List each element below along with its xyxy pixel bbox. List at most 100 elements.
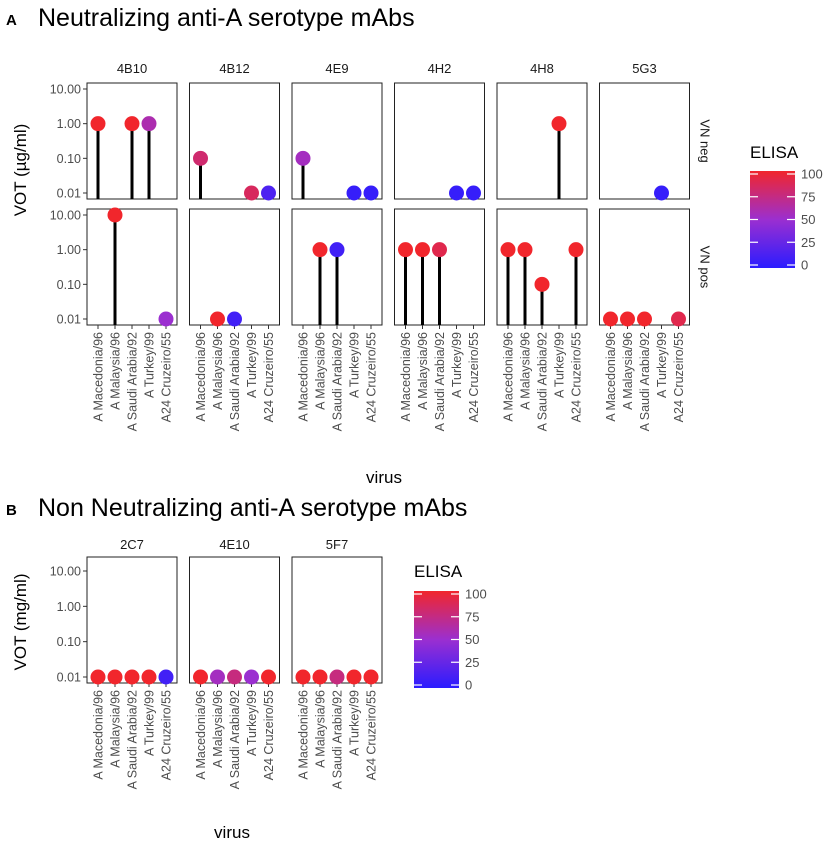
panel-b-panel-frame-4E10 bbox=[189, 556, 280, 684]
panel-b-data-point bbox=[244, 669, 259, 685]
panel-a-x-tick-label: A Turkey/99 bbox=[553, 332, 567, 398]
panel-b-x-tick-label: A Saudi Arabia/92 bbox=[331, 690, 345, 789]
panel-a-x-tick-label: A Malaysia/96 bbox=[211, 332, 225, 410]
panel-a-panel-frame-5G3-vn-neg bbox=[599, 82, 690, 200]
panel-a-x-tick-label: A Saudi Arabia/92 bbox=[126, 332, 140, 431]
panel-a-panel-frame-4B12-vn-pos bbox=[189, 208, 280, 326]
panel-a-column-strip-4B10: 4B10 bbox=[117, 61, 147, 76]
panel-b-data-point bbox=[193, 669, 208, 685]
panel-a-y-tick-label: 10.00 bbox=[50, 83, 81, 97]
panel-a-panel-frame-4H8-vn-neg bbox=[496, 82, 588, 200]
panel-a-data-point bbox=[244, 185, 259, 201]
panel-a-column-strip-4H8: 4H8 bbox=[530, 61, 554, 76]
panel-a-x-tick-label: A24 Cruzeiro/55 bbox=[262, 332, 276, 422]
panel-b-y-axis-title: VOT (mg/ml) bbox=[11, 574, 30, 671]
panel-a-data-point bbox=[637, 311, 652, 327]
panel-b-x-tick-label: A24 Cruzeiro/55 bbox=[365, 690, 379, 780]
panel-a-data-point bbox=[466, 185, 481, 201]
panel-a-x-tick-label: A Turkey/99 bbox=[450, 332, 464, 398]
panel-a-x-tick-label: A24 Cruzeiro/55 bbox=[160, 332, 174, 422]
panel-b-data-point bbox=[312, 669, 328, 685]
panel-a-x-tick-label: A Malaysia/96 bbox=[109, 332, 123, 410]
panel-b-plot-area: 2C7 4E10 5F7 10.00 1.00 0.10 0.01 A Macedonia/9… bbox=[50, 537, 383, 789]
panel-a-x-tick-label: A Macedonia/96 bbox=[297, 332, 311, 422]
panel-a-data-point bbox=[90, 116, 106, 132]
panel-b-legend-title: ELISA bbox=[414, 562, 463, 581]
panel-b-legend-tick-label: 25 bbox=[465, 655, 479, 670]
panel-b-x-axis-title: virus bbox=[214, 823, 250, 842]
panel-a-x-tick-label: A24 Cruzeiro/55 bbox=[570, 332, 584, 422]
panel-a-column-strip-4B12: 4B12 bbox=[219, 61, 249, 76]
panel-a-data-point bbox=[517, 242, 533, 258]
panel-b-column-strip-2C7: 2C7 bbox=[120, 537, 144, 552]
panel-a-data-point bbox=[568, 242, 584, 258]
panel-a-data-point bbox=[415, 242, 430, 258]
panel-a-data-point bbox=[534, 276, 550, 292]
panel-a-x-tick-label: A Macedonia/96 bbox=[502, 332, 516, 422]
panel-a-plot-area: 4B10 4B12 4E9 4H2 4H8 5G3 VN neg VN pos 10.00 1.0… bbox=[50, 61, 713, 431]
panel-a-x-tick-label: A Malaysia/96 bbox=[519, 332, 533, 410]
panel-a-legend-title: ELISA bbox=[750, 143, 799, 162]
panel-b-x-tick-label: A Turkey/99 bbox=[348, 690, 362, 756]
panel-a-data-point bbox=[449, 185, 464, 201]
panel-a-data-point bbox=[346, 185, 362, 201]
panel-a-y-tick-label: 0.01 bbox=[57, 187, 81, 201]
panel-a-data-point bbox=[432, 242, 447, 258]
panel-b-x-tick-label: A Macedonia/96 bbox=[194, 690, 208, 780]
panel-a-y-tick-label: 1.00 bbox=[57, 117, 81, 131]
panel-a-data-point bbox=[500, 242, 516, 258]
panel-b-column-strip-5F7: 5F7 bbox=[326, 537, 348, 552]
panel-a-legend-tick-label: 50 bbox=[801, 212, 815, 227]
panel-b-legend-tick-label: 75 bbox=[465, 609, 479, 624]
panel-b-legend-tick-label: 100 bbox=[465, 587, 487, 602]
panel-a-x-tick-label: A Turkey/99 bbox=[245, 332, 259, 398]
panel-b-title: Non Neutralizing anti-A serotype mAbs bbox=[38, 494, 467, 522]
panel-a-data-point bbox=[603, 311, 618, 327]
panel-b-x-tick-label: A Turkey/99 bbox=[143, 690, 157, 756]
panel-a-x-tick-label: A Saudi Arabia/92 bbox=[228, 332, 242, 431]
panel-a-legend-tick-label: 75 bbox=[801, 189, 815, 204]
panel-a-legend-tick-label: 100 bbox=[801, 167, 823, 182]
panel-a-x-tick-label: A Malaysia/96 bbox=[314, 332, 328, 410]
panel-a-data-point bbox=[227, 311, 242, 327]
panel-a-y-tick-label: 0.10 bbox=[57, 152, 81, 166]
panel-a-data-point bbox=[141, 116, 157, 132]
panel-b-data-point bbox=[346, 669, 362, 685]
panel-a-y-tick-label: 10.00 bbox=[50, 209, 81, 223]
panel-a-data-point bbox=[261, 185, 276, 201]
panel-b-y-tick-label: 0.10 bbox=[57, 635, 81, 649]
panel-a-x-tick-label: A24 Cruzeiro/55 bbox=[365, 332, 379, 422]
panel-a-column-strip-4H2: 4H2 bbox=[428, 61, 452, 76]
panel-b-x-tick-label: A24 Cruzeiro/55 bbox=[262, 690, 276, 780]
panel-b-legend-tick-label: 50 bbox=[465, 632, 479, 647]
panel-b-panel-frame-5F7 bbox=[291, 556, 383, 684]
panel-a-x-tick-label: A Malaysia/96 bbox=[621, 332, 635, 410]
panel-a-data-point bbox=[193, 150, 208, 166]
panel-a-x-tick-label: A Saudi Arabia/92 bbox=[433, 332, 447, 431]
panel-a-legend: ELISA 100 75 50 25 0 bbox=[750, 143, 823, 273]
panel-a-y-axis-title: VOT (µg/ml) bbox=[11, 124, 30, 217]
panel-a-column-strip-4E9: 4E9 bbox=[325, 61, 348, 76]
panel-b-letter: B bbox=[6, 502, 17, 519]
panel-b-data-point bbox=[210, 669, 225, 685]
panel-a-row-strip-vn-neg: VN neg bbox=[698, 119, 713, 162]
panel-b-data-point bbox=[90, 669, 106, 685]
panel-a-title: Neutralizing anti-A serotype mAbs bbox=[38, 4, 415, 32]
panel-b-legend-tick-label: 0 bbox=[465, 678, 472, 693]
panel-a-x-tick-label: A24 Cruzeiro/55 bbox=[467, 332, 481, 422]
panel-a-panel-frame-4B12-vn-neg bbox=[189, 82, 280, 200]
panel-a-x-tick-label: A Saudi Arabia/92 bbox=[331, 332, 345, 431]
panel-a-panel-frame-5G3-vn-pos bbox=[599, 208, 690, 326]
panel-a-panel-frame-4B10-vn-pos bbox=[86, 208, 178, 326]
panel-b-data-point bbox=[295, 669, 311, 685]
panel-b-x-tick-label: A Malaysia/96 bbox=[314, 690, 328, 768]
panel-b-panel-frame-2C7 bbox=[86, 556, 178, 684]
panel-a-panel-frame-4H2-vn-neg bbox=[394, 82, 485, 200]
panel-a-x-axis-title: virus bbox=[366, 468, 402, 487]
panel-b-data-point bbox=[329, 669, 345, 685]
panel-a-x-tick-label: A Macedonia/96 bbox=[194, 332, 208, 422]
panel-a-panel-frame-4E9-vn-neg bbox=[291, 82, 383, 200]
panel-a-x-tick-label: A Macedonia/96 bbox=[399, 332, 413, 422]
panel-b-x-tick-label: A Macedonia/96 bbox=[297, 690, 311, 780]
panel-a-legend-tick-label: 25 bbox=[801, 235, 815, 250]
